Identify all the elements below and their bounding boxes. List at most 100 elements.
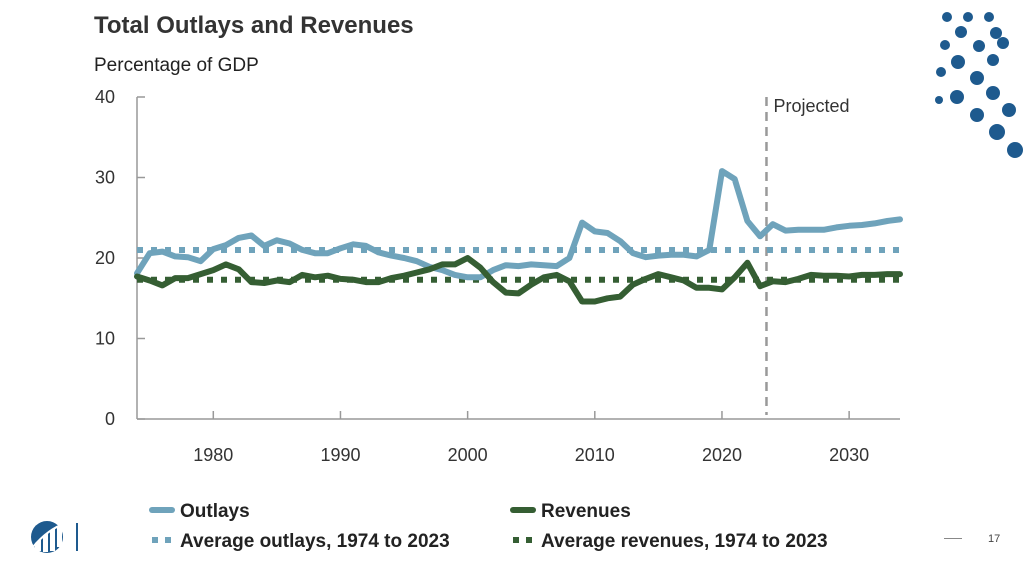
data-point	[530, 263, 532, 265]
data-point	[556, 265, 558, 267]
data-point	[556, 274, 558, 276]
cbo-logo	[31, 521, 78, 553]
data-point	[327, 275, 329, 277]
data-point	[263, 245, 265, 247]
data-point	[492, 281, 494, 283]
data-point	[619, 296, 621, 298]
data-point	[390, 277, 392, 279]
y-tick-label: 10	[95, 329, 115, 349]
data-point	[772, 223, 774, 225]
data-point	[441, 269, 443, 271]
data-point	[339, 278, 341, 280]
data-point	[378, 281, 380, 283]
data-point	[187, 256, 189, 258]
data-point	[708, 249, 710, 251]
data-point	[352, 243, 354, 245]
data-point	[136, 276, 138, 278]
data-point	[861, 224, 863, 226]
data-point	[696, 255, 698, 257]
data-point	[734, 276, 736, 278]
data-point	[441, 263, 443, 265]
data-point	[301, 249, 303, 251]
data-point	[797, 229, 799, 231]
data-point	[645, 278, 647, 280]
data-point	[530, 284, 532, 286]
data-point	[149, 280, 151, 282]
data-point	[810, 274, 812, 276]
data-point	[289, 243, 291, 245]
data-point	[505, 292, 507, 294]
data-point	[670, 254, 672, 256]
data-point	[161, 284, 163, 286]
data-point	[479, 276, 481, 278]
data-point	[416, 271, 418, 273]
data-point	[238, 268, 240, 270]
data-point	[225, 263, 227, 265]
data-point	[848, 225, 850, 227]
data-point	[568, 257, 570, 259]
chart-series	[134, 168, 903, 305]
data-point	[378, 251, 380, 253]
data-point	[607, 232, 609, 234]
data-point	[581, 300, 583, 302]
data-point	[708, 287, 710, 289]
data-point	[899, 218, 901, 220]
data-point	[238, 237, 240, 239]
chart-subtitle: Percentage of GDP	[94, 55, 259, 76]
data-point	[416, 260, 418, 262]
data-point	[670, 276, 672, 278]
data-point	[835, 226, 837, 228]
y-tick-label: 20	[95, 248, 115, 268]
data-point	[785, 230, 787, 232]
data-point	[899, 273, 901, 275]
data-point	[823, 275, 825, 277]
chart-title: Total Outlays and Revenues	[94, 12, 414, 39]
data-point	[518, 292, 519, 294]
data-point	[543, 276, 545, 278]
legend-label: Average outlays, 1974 to 2023	[180, 531, 450, 552]
data-point	[301, 274, 303, 276]
data-point	[861, 274, 863, 276]
data-point	[848, 276, 850, 278]
data-point	[518, 265, 519, 267]
data-point	[454, 263, 456, 265]
data-point	[314, 276, 316, 278]
data-point	[276, 280, 278, 282]
data-point	[174, 277, 176, 279]
data-point	[276, 239, 278, 241]
data-point	[632, 284, 634, 286]
data-point	[365, 281, 367, 283]
data-point	[683, 280, 685, 282]
data-point	[632, 252, 634, 254]
data-point	[263, 282, 265, 284]
data-point	[886, 220, 888, 222]
data-point	[645, 256, 647, 258]
data-point	[886, 273, 888, 275]
data-point	[479, 267, 481, 269]
legend-label: Average revenues, 1974 to 2023	[541, 531, 828, 552]
data-point	[657, 255, 659, 257]
data-point	[174, 255, 176, 257]
data-point	[810, 229, 812, 231]
data-point	[874, 222, 876, 224]
data-point	[581, 222, 583, 224]
x-tick-label: 2000	[448, 445, 488, 465]
data-point	[314, 252, 316, 254]
data-point	[721, 288, 723, 290]
page-number: 17	[988, 533, 1001, 545]
data-point	[200, 260, 202, 262]
x-tick-label: 2030	[829, 445, 869, 465]
data-point	[874, 274, 876, 276]
data-point	[543, 264, 545, 266]
data-point	[352, 279, 354, 281]
data-point	[200, 273, 202, 275]
data-point	[568, 280, 570, 282]
data-point	[683, 254, 685, 256]
legend-label: Outlays	[180, 501, 250, 522]
outlays-line	[134, 168, 903, 281]
data-point	[746, 262, 748, 264]
x-tick-label: 1980	[193, 445, 233, 465]
data-point	[785, 281, 787, 283]
